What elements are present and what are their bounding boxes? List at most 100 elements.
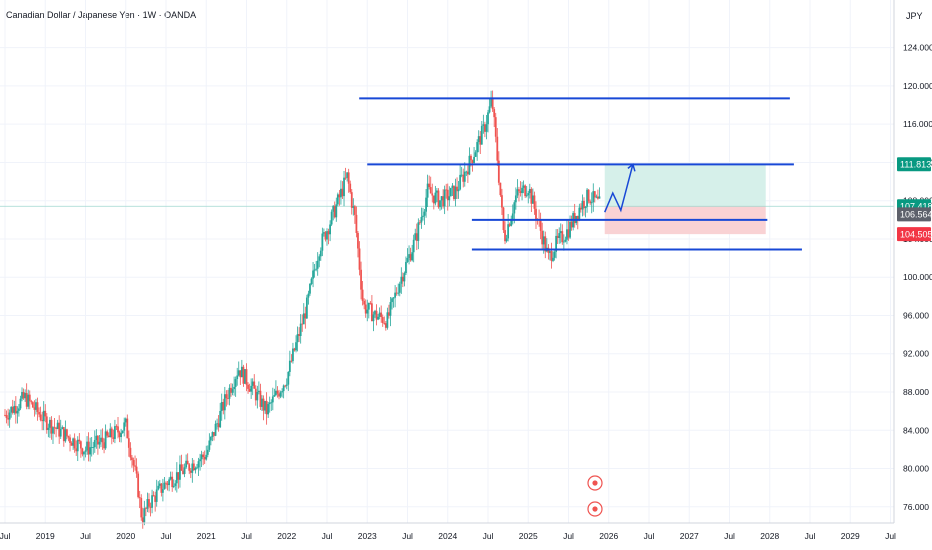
candle-body [202, 454, 205, 457]
candle-body [330, 211, 333, 225]
candle-body [346, 172, 349, 178]
candle-body [19, 398, 22, 409]
event-markers[interactable] [587, 475, 603, 517]
candle-body [312, 270, 314, 279]
candle-body [581, 200, 584, 210]
candle-body [539, 220, 542, 231]
candle-body [584, 206, 587, 209]
candle-body [360, 269, 362, 290]
candle-body [304, 313, 307, 319]
candle-body [92, 447, 95, 448]
candle-body [182, 470, 184, 475]
event-dot [592, 506, 598, 512]
candle-body [561, 231, 564, 243]
candle-body [52, 427, 54, 434]
candle-body [228, 387, 231, 399]
candle-body [209, 437, 212, 441]
candle-body [586, 189, 588, 207]
candle-body [487, 112, 489, 125]
candle-body [521, 187, 523, 194]
time-axis[interactable]: Jul 2019 Jul 2020 Jul 2021 Jul 2022 Jul 2023 Jul 20… [0, 531, 896, 541]
candle-body [24, 393, 27, 399]
candle-body [549, 251, 551, 253]
candle-body [364, 304, 367, 314]
candle-body [524, 185, 527, 197]
candle-body [324, 232, 327, 240]
candle-body [199, 459, 201, 462]
candle-body [592, 191, 595, 203]
y-tick-label: 100.000 [903, 272, 932, 282]
candle-body [490, 98, 492, 107]
dividend-event-icon[interactable] [587, 475, 603, 491]
candle-body [31, 402, 34, 408]
candle-body [505, 238, 508, 242]
candle-body [528, 189, 531, 194]
candle-body [96, 435, 99, 445]
candle-body [73, 438, 76, 449]
candle-body [124, 418, 127, 423]
candle-body [279, 392, 282, 397]
candle-body [405, 261, 407, 274]
candle-body [292, 348, 294, 362]
candle-body [590, 202, 593, 204]
candle-body [316, 260, 319, 269]
candle-body [525, 195, 528, 197]
candle-body [16, 410, 19, 414]
candle-body [482, 124, 485, 126]
candle-body [265, 400, 268, 415]
currency-label[interactable]: JPY [906, 11, 923, 21]
candle-body [388, 312, 390, 316]
candle-body [460, 174, 463, 176]
earnings-event-icon[interactable] [587, 501, 603, 517]
candle-body [127, 438, 130, 448]
candle-body [442, 196, 445, 207]
price-tag[interactable] [897, 227, 931, 242]
candle-body [206, 449, 209, 455]
candle-body [340, 188, 342, 198]
candle-body [293, 348, 296, 351]
candle-body [285, 384, 288, 386]
candle-body [28, 394, 31, 402]
candle-body [378, 312, 381, 317]
candle-body [62, 427, 65, 442]
candle-body [374, 310, 376, 315]
candle-body [377, 316, 379, 320]
price-tag[interactable] [897, 157, 931, 172]
candle-body [372, 314, 375, 322]
candle-body [341, 188, 344, 197]
candle-body [369, 302, 372, 304]
candle-body [79, 441, 82, 449]
price-axis[interactable]: 124.000120.000116.000112.000108.000104.0… [0, 0, 932, 524]
candle-body [436, 190, 438, 193]
candle-body [456, 186, 458, 192]
candle-body [267, 404, 270, 415]
candle-body [38, 411, 40, 415]
candle-body [516, 189, 519, 196]
candle-body [569, 221, 571, 238]
candle-body [172, 485, 175, 488]
candle-body [301, 323, 304, 325]
candle-body [61, 427, 64, 429]
candle-body [217, 423, 220, 428]
candle-body [4, 414, 6, 416]
candle-body [7, 418, 9, 420]
x-tick-label: 2022 [277, 531, 296, 541]
candle-body [163, 482, 166, 490]
y-tick-label: 116.000 [903, 119, 932, 129]
x-tick-label: 2028 [760, 531, 779, 541]
price-tag[interactable] [897, 207, 931, 222]
candle-body [496, 136, 499, 161]
candle-body [174, 483, 177, 486]
candle-body [412, 239, 415, 253]
candle-body [471, 160, 474, 163]
candle-body [25, 393, 28, 407]
candle-body [214, 423, 217, 436]
candle-body [261, 398, 263, 407]
candle-body [132, 460, 135, 466]
candle-body [253, 381, 256, 389]
candle-body [11, 406, 14, 413]
candle-body [48, 419, 51, 428]
x-tick-label: Jul [161, 531, 172, 541]
candle-body [233, 386, 236, 390]
